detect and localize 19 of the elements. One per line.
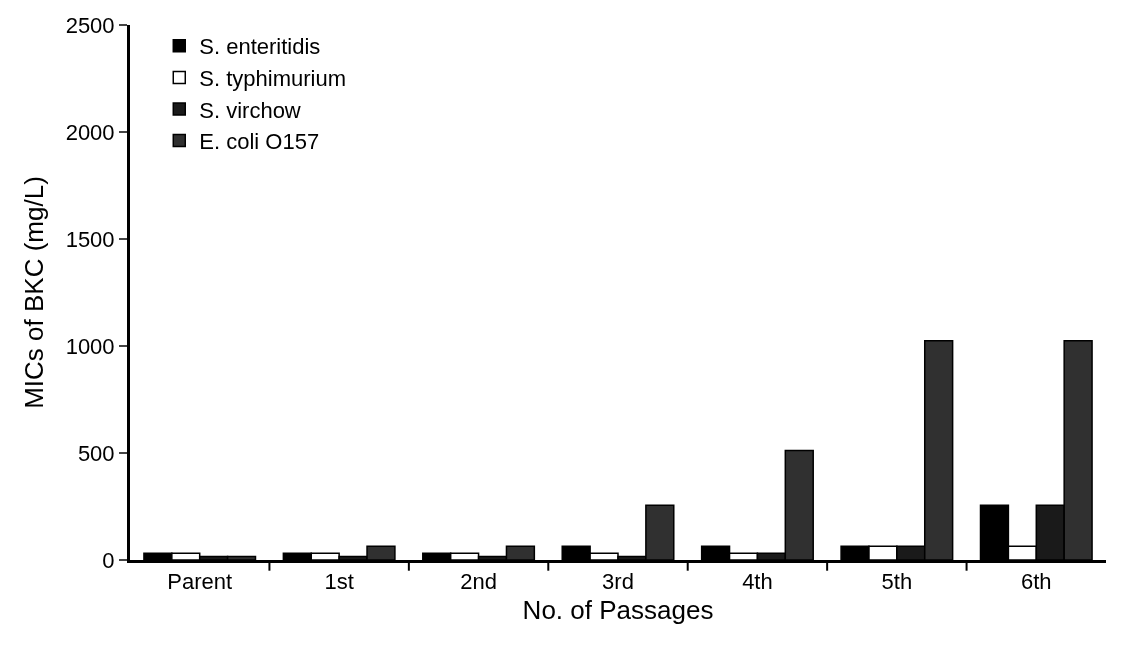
y-tick-label: 1000 <box>65 333 115 359</box>
x-tick-label: 5th <box>881 569 913 595</box>
x-axis-title: No. of Passages <box>522 595 714 626</box>
x-tick-label: 3rd <box>602 569 634 595</box>
y-axis-title: MICs of BKC (mg/L) <box>19 176 50 409</box>
y-tick-label: 2500 <box>65 12 115 38</box>
y-tick-label: 2000 <box>65 119 115 145</box>
y-tick-label: 0 <box>102 547 115 573</box>
y-tick-label: 500 <box>77 440 115 466</box>
legend-label: S. enteritidis <box>199 34 321 60</box>
y-tick-label: 1500 <box>65 226 115 252</box>
x-tick-label: Parent <box>167 569 233 595</box>
x-tick-label: 2nd <box>460 569 497 595</box>
legend-label: E. coli O157 <box>199 129 320 155</box>
x-tick-label: 1st <box>324 569 354 595</box>
x-tick-label: 6th <box>1020 569 1052 595</box>
legend-label: S. typhimurium <box>199 65 346 91</box>
x-tick-label: 4th <box>742 569 773 595</box>
legend-label: S. virchow <box>199 97 301 123</box>
